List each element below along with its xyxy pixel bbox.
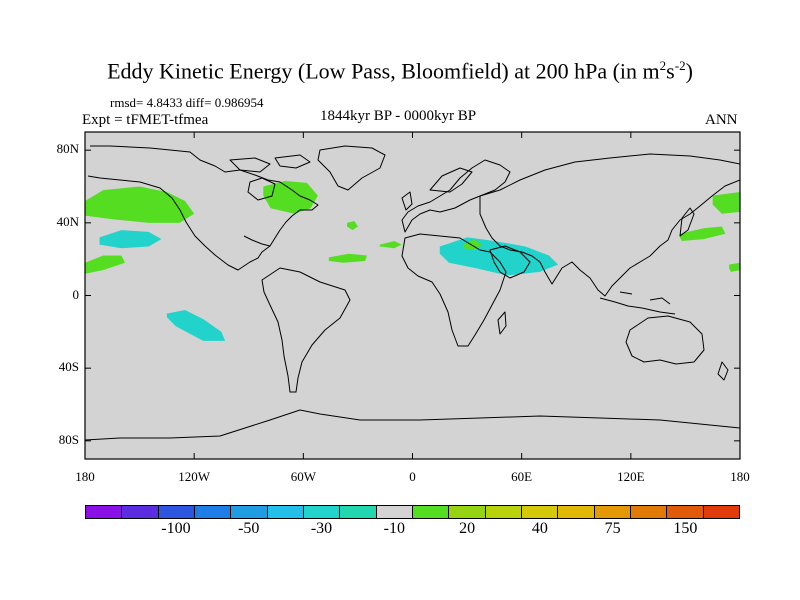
colorbar-box	[703, 506, 739, 518]
title-unit-s: s	[666, 58, 675, 84]
lon-label: 180	[730, 469, 750, 484]
coast-asia	[479, 153, 740, 297]
colorbar-box	[267, 506, 304, 518]
colorbar-box	[122, 506, 159, 518]
tick-marks	[84, 132, 741, 459]
colorbar-box	[485, 506, 522, 518]
title-sup-1: 2	[659, 58, 667, 73]
colorbar-box	[667, 506, 704, 518]
title-close: )	[685, 58, 693, 84]
coast-madagascar	[497, 311, 507, 335]
colorbar-label: 75	[604, 520, 621, 537]
period-label: 1844kyr BP - 0000kyr BP	[320, 108, 477, 124]
coast-north-america	[87, 145, 319, 271]
anomaly-atlantic-speck	[347, 221, 358, 231]
coast-scandinavia	[429, 167, 473, 193]
coastline-layer	[85, 145, 740, 441]
colorbar-label: -10	[383, 520, 405, 537]
anomaly-layer	[85, 181, 740, 341]
coast-australia	[625, 315, 705, 365]
colorbar-box	[558, 506, 595, 518]
colorbar-box	[594, 506, 631, 518]
colorbar-box	[194, 506, 232, 518]
colorbar-label: -100	[161, 520, 191, 537]
anomaly-north-pacific-subtropical	[99, 230, 162, 249]
colorbar-box	[303, 506, 341, 518]
anomaly-south-pacific-cyan	[166, 310, 226, 341]
season-label: ANN	[705, 112, 738, 128]
anomaly-arabia-green-rim	[463, 239, 482, 251]
figure-title: Eddy Kinetic Energy (Low Pass, Bloomfiel…	[0, 58, 800, 84]
lon-label: 0	[409, 469, 416, 484]
coast-hudson-bay	[247, 177, 276, 201]
colorbar-label: 20	[459, 520, 476, 537]
coast-uk	[401, 191, 413, 211]
title-sup-2: -2	[674, 58, 686, 73]
colorbar-box	[231, 506, 268, 518]
lat-label: 40N	[56, 213, 79, 229]
coast-greenland	[317, 145, 386, 191]
lon-label: 120W	[178, 469, 211, 484]
colorbar-box	[412, 506, 450, 518]
colorbar-label: -50	[238, 520, 260, 537]
coast-arctic-islands	[229, 154, 311, 173]
lon-label: 60W	[290, 469, 316, 484]
coast-south-america	[261, 267, 351, 393]
anomaly-pacific-15n	[85, 255, 126, 274]
anomaly-north-america-east	[263, 181, 318, 214]
coast-antarctica	[85, 409, 740, 441]
coast-new-zealand	[717, 361, 729, 381]
colorbar-label: 150	[673, 520, 698, 537]
coast-arabia	[489, 245, 531, 279]
colorbar-box	[376, 506, 413, 518]
colorbar	[85, 505, 740, 519]
anomaly-africa-nw-speck	[379, 241, 402, 249]
lat-label: 40S	[58, 359, 79, 375]
coast-europe	[401, 159, 511, 233]
coast-japan	[679, 207, 695, 237]
colorbar-label: 40	[531, 520, 548, 537]
lon-label: 60E	[511, 469, 533, 484]
coast-africa	[401, 233, 507, 347]
colorbar-label: -30	[310, 520, 333, 537]
colorbar-box	[158, 506, 195, 518]
lat-label: 80N	[56, 141, 79, 157]
anomaly-pacific-west-green	[679, 226, 726, 241]
map-background	[85, 132, 740, 459]
lat-label: 0	[72, 286, 80, 302]
anomaly-atlantic-25n	[328, 253, 368, 263]
colorbar-box	[449, 506, 486, 518]
lat-label: 80S	[58, 431, 79, 447]
anomaly-dateline-green	[712, 191, 740, 214]
title-text: Eddy Kinetic Energy (Low Pass, Bloomfiel…	[107, 58, 660, 84]
lon-label: 180	[75, 469, 95, 484]
colorbar-box	[630, 506, 668, 518]
coast-gulf	[243, 235, 271, 247]
lon-label: 120E	[617, 469, 645, 484]
colorbar-box	[86, 506, 123, 518]
colorbar-box	[521, 506, 559, 518]
colorbar-box	[340, 506, 377, 518]
stats-line: rmsd= 4.8433 diff= 0.986954	[110, 95, 264, 110]
anomaly-dateline-sub	[729, 262, 740, 272]
coast-indonesia	[599, 291, 676, 315]
experiment-label: Expt = tFMET-tfmea	[82, 112, 209, 128]
anomaly-north-pacific-east	[85, 186, 195, 223]
